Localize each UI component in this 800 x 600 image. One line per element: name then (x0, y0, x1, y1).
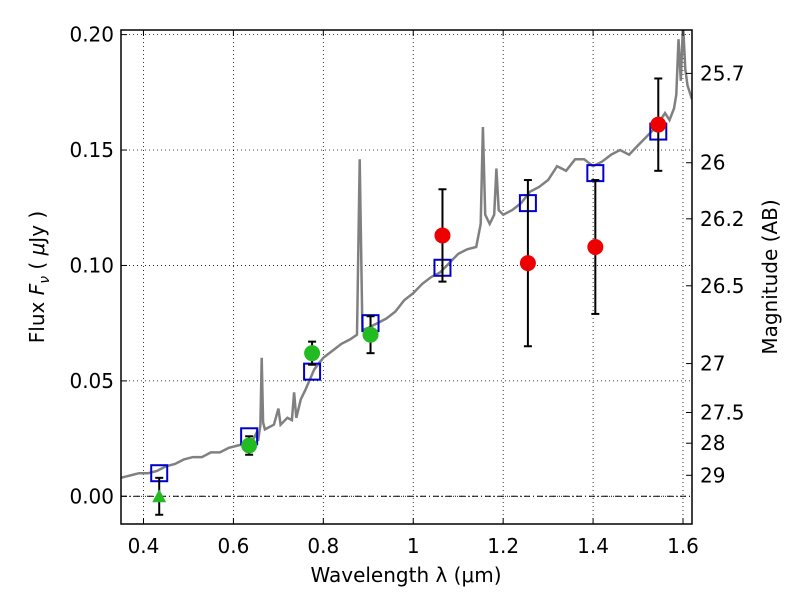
magnitude-axis-ticks: 25.7 26 26.2 26.5 27 27.5 28 29 (686, 61, 745, 487)
x-tick-label: 0.4 (128, 534, 160, 558)
y-axis-label: Flux Fν ( μJy ) (25, 211, 53, 343)
y-tick-label: 0.10 (69, 253, 114, 277)
red-data-point (650, 116, 667, 133)
green-data-point (362, 326, 379, 343)
magnitude-tick-label: 29 (700, 463, 725, 487)
x-tick-label: 1.4 (577, 534, 609, 558)
green-data-point (241, 437, 258, 454)
x-axis-label: Wavelength λ (μm) (310, 563, 501, 587)
magnitude-tick-label: 26.2 (700, 207, 745, 231)
red-data-point (434, 227, 451, 244)
magnitude-tick-label: 26 (700, 151, 725, 175)
green-data-point (304, 345, 321, 362)
y-tick-label: 0.15 (69, 138, 114, 162)
y-tick-label: 0.00 (69, 484, 114, 508)
data-marks (150, 77, 668, 516)
y-axis-ticks: 0.00 0.05 0.10 0.15 0.20 (69, 23, 127, 508)
x-tick-label: 1.2 (487, 534, 519, 558)
red-data-point (519, 255, 536, 272)
magnitude-tick-label: 27.5 (700, 401, 745, 425)
x-axis-ticks: 0.4 0.6 0.8 1 1.2 1.4 1.6 (128, 30, 699, 558)
x-tick-label: 1.6 (667, 534, 699, 558)
magnitude-axis-label: Magnitude (AB) (758, 199, 782, 354)
plot-frame (120, 29, 693, 525)
x-tick-label: 1 (407, 534, 420, 558)
y-tick-label: 0.05 (69, 369, 114, 393)
magnitude-tick-label: 27 (700, 352, 725, 376)
red-data-point (587, 238, 604, 255)
magnitude-tick-label: 25.7 (700, 61, 745, 85)
plot-background (121, 30, 692, 524)
y-tick-label: 0.20 (69, 23, 114, 47)
magnitude-tick-label: 26.5 (700, 274, 745, 298)
x-tick-label: 0.8 (307, 534, 339, 558)
magnitude-tick-label: 28 (700, 431, 725, 455)
x-tick-label: 0.6 (217, 534, 249, 558)
green-triangle-point (152, 489, 167, 503)
